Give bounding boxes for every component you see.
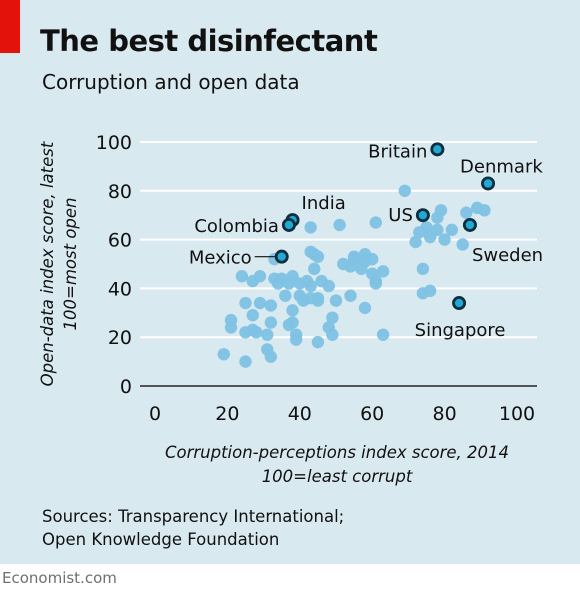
x-axis-label: Corruption-perceptions index score, 2014	[165, 443, 509, 462]
data-point-48	[326, 328, 339, 341]
chart-panel: The best disinfectant Corruption and ope…	[0, 0, 580, 564]
data-point-73	[423, 284, 437, 298]
data-point-70	[416, 262, 430, 276]
label-britain: Britain	[368, 141, 427, 162]
label-colombia: Colombia	[194, 216, 279, 237]
data-point-13	[261, 328, 274, 341]
data-point-47	[326, 311, 339, 324]
label-sweden: Sweden	[472, 245, 543, 266]
red-tag-mark	[0, 0, 20, 53]
data-point-35	[304, 221, 317, 234]
highlight-point-denmark	[481, 176, 496, 191]
data-point-65	[376, 265, 390, 278]
data-point-3	[235, 270, 249, 283]
highlight-point-us	[415, 208, 430, 223]
y-tick-label-20: 20	[108, 327, 132, 349]
data-point-66	[376, 328, 390, 341]
label-us: US	[388, 205, 413, 226]
data-point-50	[333, 218, 346, 232]
data-point-4	[239, 296, 252, 310]
y-axis-sublabel: 100=most open	[61, 198, 80, 331]
data-point-64	[369, 277, 383, 290]
chart-title: The best disinfectant	[40, 24, 378, 58]
data-point-59	[358, 301, 372, 315]
data-point-49	[329, 294, 343, 307]
data-point-77	[434, 204, 448, 217]
data-point-16	[264, 316, 278, 329]
data-point-10	[250, 326, 263, 339]
data-point-72	[420, 221, 433, 234]
data-point-81	[460, 206, 473, 219]
data-point-0	[217, 348, 230, 361]
data-point-22	[279, 289, 292, 302]
data-point-42	[311, 294, 325, 307]
data-point-68	[409, 235, 422, 249]
x-tick-label-20: 20	[215, 403, 239, 425]
highlight-point-colombia	[281, 217, 296, 232]
x-tick-label-80: 80	[433, 403, 457, 425]
scatter-chart: 0 20 40 60 80 100 0 20 40 60 80 100 Britain Denmark…	[38, 132, 544, 486]
highlight-point-singapore	[452, 296, 467, 311]
sources-note: Sources: Transparency International; Ope…	[42, 505, 344, 551]
data-point-43	[311, 335, 325, 349]
sources-line-2: Open Knowledge Foundation	[42, 530, 280, 549]
x-tick-label-60: 60	[360, 403, 384, 425]
data-point-17	[264, 350, 278, 363]
data-point-26	[286, 316, 299, 329]
data-point-78	[438, 233, 451, 246]
annotations: Britain Denmark India Colombia US Sweden…	[189, 141, 544, 341]
y-tick-label-100: 100	[96, 132, 132, 154]
label-mexico: Mexico	[189, 248, 252, 269]
data-point-62	[369, 216, 383, 229]
gridlines	[140, 141, 537, 387]
data-points	[217, 184, 491, 368]
data-point-75	[431, 223, 444, 237]
data-point-25	[286, 304, 299, 317]
highlighted-points	[274, 142, 496, 311]
data-point-11	[253, 270, 267, 283]
sources-line-1: Sources: Transparency International;	[42, 507, 345, 526]
highlight-point-britain	[430, 142, 445, 157]
x-tick-label-40: 40	[288, 403, 312, 425]
data-point-8	[246, 309, 259, 322]
y-axis-label: Open-data index score, latest	[38, 141, 57, 386]
data-point-6	[239, 355, 252, 368]
data-point-79	[445, 223, 459, 237]
highlight-point-mexico	[274, 249, 289, 264]
chart-subtitle: Corruption and open data	[42, 70, 300, 94]
data-point-2	[224, 321, 238, 334]
tick-labels: 0 20 40 60 80 100 0 20 40 60 80 100	[96, 132, 535, 425]
x-tick-label-100: 100	[499, 403, 535, 425]
brand-footer: Economist.com	[2, 569, 117, 587]
data-point-38	[308, 262, 321, 276]
data-point-52	[344, 289, 357, 302]
y-tick-label-40: 40	[108, 278, 132, 300]
data-point-67	[398, 184, 411, 197]
data-point-55	[347, 250, 361, 263]
data-point-15	[264, 299, 278, 312]
data-point-45	[322, 279, 335, 293]
y-tick-label-0: 0	[120, 376, 132, 398]
data-point-83	[478, 204, 491, 217]
data-point-12	[253, 296, 267, 310]
label-denmark: Denmark	[460, 156, 543, 177]
x-axis-sublabel: 100=least corrupt	[262, 467, 413, 486]
data-point-36	[304, 279, 317, 293]
data-point-80	[456, 238, 469, 251]
highlight-point-sweden	[462, 217, 477, 232]
y-tick-label-60: 60	[108, 230, 132, 252]
data-point-29	[289, 333, 303, 346]
data-point-40	[311, 250, 325, 263]
label-singapore: Singapore	[415, 320, 506, 341]
x-tick-label-0: 0	[149, 403, 161, 425]
label-india: India	[302, 193, 346, 214]
data-point-61	[366, 252, 379, 266]
y-tick-label-80: 80	[108, 181, 132, 203]
